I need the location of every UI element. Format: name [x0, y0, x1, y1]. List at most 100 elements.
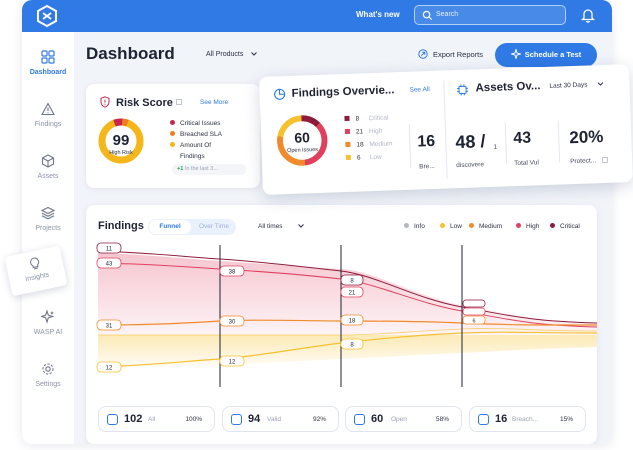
risk-legend-critical: Critical Issues [170, 120, 220, 127]
info-icon[interactable] [176, 99, 182, 105]
discovered-label: discovere [456, 161, 485, 170]
stat-all[interactable]: 102 All 100% [98, 406, 215, 432]
sidebar-item-projects[interactable]: Projects [22, 206, 74, 246]
sidebar-item-label: Insights [24, 271, 50, 284]
label-low-3: 8 [340, 338, 364, 350]
stat-valid[interactable]: 94 Valid 92% [222, 406, 339, 432]
sidebar-item-label: Projects [35, 225, 61, 232]
discovered-suffix: 1 [493, 143, 498, 151]
label-medium-3: 18 [340, 314, 364, 326]
chevron-down-icon [597, 82, 604, 86]
svg-text:21: 21 [349, 291, 356, 297]
chart-legend-critical: Critical [550, 223, 580, 230]
breached-label: Bre... [419, 162, 435, 171]
stat-breach-value: 16 [495, 413, 508, 425]
trend-value: +1 [177, 166, 184, 172]
layers-icon [41, 206, 55, 220]
sidebar-item-label: WASP AI [33, 329, 63, 336]
stat-open-percent: 58% [435, 416, 449, 423]
breached-value: 16 [417, 132, 436, 151]
valid-icon [231, 414, 242, 425]
time-range-value: All times [258, 223, 283, 230]
chart-legend-info: Info [404, 223, 425, 230]
bell-icon[interactable] [581, 7, 595, 23]
stat-breach-label: Breach... [512, 416, 539, 423]
risk-see-more-link[interactable]: See More [200, 99, 229, 106]
svg-text:31: 31 [106, 324, 113, 330]
label-critical-1: 11 [96, 242, 122, 254]
stat-all-label: All [148, 416, 156, 423]
risk-score-card: Risk Score See More 99 High Risk Critica… [86, 84, 260, 188]
severity-high: 21 High [344, 128, 382, 136]
sidebar-item-wasp-ai[interactable]: WASP AI [22, 310, 74, 350]
svg-text:6: 6 [472, 319, 475, 325]
product-filter-value: All Products [206, 51, 244, 58]
open-issues-value: 60 [294, 129, 311, 146]
whats-new-link[interactable]: What's new [356, 10, 400, 19]
export-label: Export Reports [433, 50, 484, 59]
sidebar: Dashboard Findings Assets Projects WASP … [22, 32, 74, 444]
discovered-value: 48 / [455, 131, 486, 153]
stat-breach[interactable]: 16 Breach... 15% [469, 406, 586, 432]
chart-legend-medium: Medium [469, 223, 502, 230]
svg-text:43: 43 [106, 262, 113, 268]
chart-legend-low: Low [440, 223, 462, 230]
info-icon[interactable] [602, 156, 609, 163]
severity-critical: 8 Critical [344, 115, 389, 124]
label-medium-1: 31 [96, 319, 122, 331]
sidebar-item-insights[interactable]: Insights [4, 245, 68, 297]
label-info-3: 8 [340, 274, 364, 286]
stat-valid-label: Valid [267, 416, 281, 423]
label-low-1: 12 [96, 361, 122, 373]
all-findings-icon [107, 414, 118, 425]
risk-score-value: 99 [112, 132, 130, 149]
chart-legend-high: High [516, 223, 539, 230]
tab-funnel[interactable]: Funnel [149, 220, 191, 234]
product-filter-dropdown[interactable]: All Products [206, 51, 258, 58]
open-issues-donut [277, 115, 328, 166]
svg-text:30: 30 [229, 320, 236, 326]
page-title: Dashboard [86, 44, 175, 63]
risk-score-gauge [98, 118, 144, 164]
findings-view-tabs: Funnel Over Time [148, 219, 236, 235]
breach-icon [478, 414, 489, 425]
sidebar-item-label: Dashboard [29, 69, 67, 76]
shield-alert-icon [100, 96, 110, 108]
stat-open[interactable]: 60 Open 58% [345, 406, 462, 432]
stat-open-value: 60 [371, 413, 384, 425]
assets-range-value: Last 30 Days [549, 81, 588, 90]
schedule-test-button[interactable]: Schedule a Test [495, 43, 597, 67]
findings-chart-card: Findings Funnel Over Time All times Info… [86, 205, 597, 444]
time-range-dropdown[interactable]: All times [258, 223, 305, 230]
overview-float-card: Findings Overvie... See All 60 Open Issu… [259, 64, 633, 195]
search-input[interactable]: Search [414, 5, 566, 25]
protected-value: 20% [568, 127, 604, 148]
label-low-2: 12 [219, 355, 245, 367]
open-icon [354, 414, 365, 425]
findings-see-all-link[interactable]: See All [409, 86, 430, 94]
logo-icon[interactable] [34, 4, 60, 28]
assets-range-dropdown[interactable]: Last 30 Days [549, 81, 604, 90]
cube-icon [41, 154, 55, 168]
findings-overview-title: Findings Overvie... [291, 84, 395, 100]
sidebar-item-settings[interactable]: Settings [22, 362, 74, 402]
chip-icon [457, 84, 469, 96]
schedule-label: Schedule a Test [524, 50, 582, 59]
svg-text:12: 12 [106, 366, 113, 372]
search-placeholder: Search [436, 11, 459, 18]
severity-low: 6 Low [345, 154, 382, 162]
stat-open-label: Open [391, 416, 407, 423]
tab-over-time[interactable]: Over Time [199, 223, 229, 230]
sparkle-icon [41, 310, 55, 324]
export-reports-button[interactable]: Export Reports [418, 49, 483, 59]
svg-text:18: 18 [349, 319, 356, 325]
sidebar-item-findings[interactable]: Findings [22, 102, 74, 142]
sidebar-item-assets[interactable]: Assets [22, 154, 74, 194]
stat-valid-percent: 92% [312, 416, 326, 423]
gear-icon [42, 363, 54, 375]
label-medium-2: 30 [219, 315, 245, 327]
warning-icon [41, 102, 55, 116]
sidebar-item-dashboard[interactable]: Dashboard [22, 50, 74, 90]
pie-chart-icon [274, 88, 286, 100]
risk-legend-findings: Amount Of [170, 142, 211, 149]
